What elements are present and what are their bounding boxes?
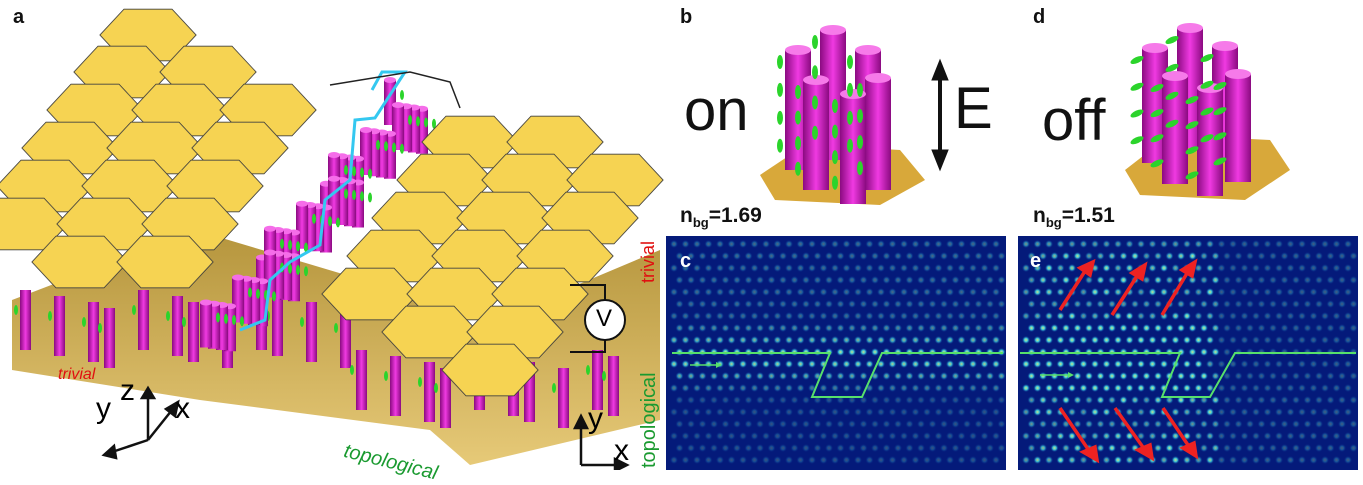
state-off: off: [1042, 88, 1106, 153]
map-side-topological: topological: [638, 372, 660, 468]
panel-label-a: a: [13, 6, 25, 28]
voltmeter-label: V: [596, 305, 613, 332]
map-axis-x: x: [614, 434, 629, 467]
panel-label-b: b: [680, 6, 693, 28]
figure-canvas: [0, 8, 1358, 470]
xyz-axes: [101, 385, 180, 460]
map-axis-y: y: [588, 402, 603, 435]
field-label: E: [954, 76, 993, 141]
structure-off: [1125, 23, 1290, 200]
hex-tile: [441, 343, 539, 397]
xy-axes-maps: [572, 413, 630, 470]
hex-tile: [31, 235, 129, 289]
field-map-c: [666, 236, 1006, 470]
axis-z-label: z: [120, 374, 135, 407]
nbg-value-d: nbg=1.51: [1033, 204, 1115, 231]
structure-on: [760, 25, 925, 205]
panel-label-e: e: [1030, 250, 1042, 272]
nbg-value-b: nbg=1.69: [680, 204, 762, 231]
emission-arrows: [1058, 258, 1199, 464]
axis-y-label: y: [96, 392, 111, 425]
axis-x-label: x: [175, 392, 190, 425]
panel-label-d: d: [1033, 6, 1046, 28]
field-arrow-icon: [931, 58, 949, 172]
trivial-label: trivial: [58, 366, 96, 383]
field-map-e: [1018, 236, 1358, 470]
hex-tile: [116, 235, 214, 289]
state-on: on: [684, 78, 749, 143]
lattice-illustration: [0, 8, 664, 465]
panel-label-c: c: [680, 250, 692, 272]
map-side-trivial: trivial: [638, 240, 658, 283]
voltmeter-icon: [584, 299, 626, 341]
